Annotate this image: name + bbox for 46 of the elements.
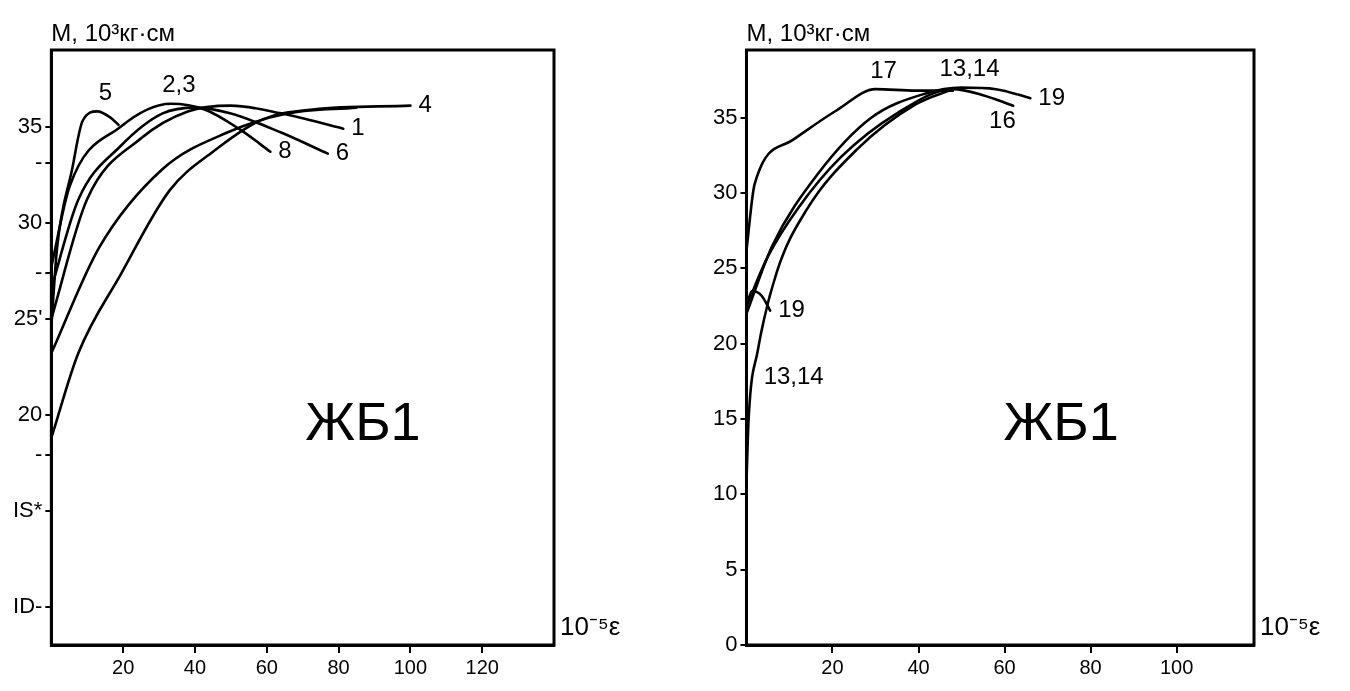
x-tick-label: 80 <box>1079 655 1102 678</box>
y-tick-label: 35 <box>712 103 738 129</box>
x-tick-label: 40 <box>183 655 207 678</box>
annotation: 4 <box>418 90 432 118</box>
y-tick-label: 20 <box>712 329 738 355</box>
annotation: 16 <box>989 105 1016 133</box>
y-tick-label: 5 <box>725 555 738 581</box>
y-tick-label: IS* <box>12 496 43 522</box>
y-tick-label: 30 <box>712 179 738 205</box>
y-tick-label: 15 <box>712 405 738 431</box>
annotation: ЖБ1 <box>1003 390 1119 451</box>
y-tick-label: 10 <box>712 480 738 506</box>
x-tick-label: 100 <box>393 655 428 678</box>
x-tick-label: 20 <box>821 655 844 678</box>
y-tick-label: 35 <box>17 112 43 138</box>
annotation: 1 <box>351 113 365 141</box>
y-tick-label: - <box>35 258 43 284</box>
x-tick-label: 40 <box>907 655 930 678</box>
y-tick-label: - <box>35 149 43 175</box>
y-tick-label: - <box>35 441 43 467</box>
x-tick-label: 100 <box>1159 655 1194 678</box>
annotation: 13,14 <box>939 54 1000 82</box>
annotation: 19 <box>1038 82 1066 110</box>
annotation: 2,3 <box>162 70 196 98</box>
annotation: 19 <box>778 295 805 323</box>
x-tick-label: 60 <box>255 655 278 678</box>
annotation: 8 <box>278 136 292 164</box>
x-tick-label: 60 <box>993 655 1016 678</box>
annotation: ЖБ1 <box>305 390 421 451</box>
x-axis-title: 10⁻⁵ε <box>1260 611 1321 642</box>
y-tick-label: 20 <box>17 400 43 426</box>
annotation: 6 <box>335 138 350 166</box>
y-tick-label: 30 <box>17 208 43 234</box>
y-axis-title: М, 10³кг·см <box>51 18 176 46</box>
y-axis-title: М, 10³кг·см <box>746 18 871 46</box>
x-tick-label: 120 <box>465 655 499 678</box>
y-tick-label: ID- <box>13 592 43 618</box>
y-tick-label: 0 <box>725 631 738 657</box>
annotation: 13,14 <box>763 361 824 389</box>
y-tick-label: 25 <box>712 254 738 280</box>
annotation: 17 <box>870 55 897 83</box>
annotation: 5 <box>98 78 112 106</box>
x-axis-title: 10⁻⁵ε <box>560 611 621 642</box>
x-tick-label: 20 <box>112 655 135 678</box>
x-tick-label: 80 <box>327 655 350 678</box>
y-tick-label: 25' <box>13 304 43 330</box>
